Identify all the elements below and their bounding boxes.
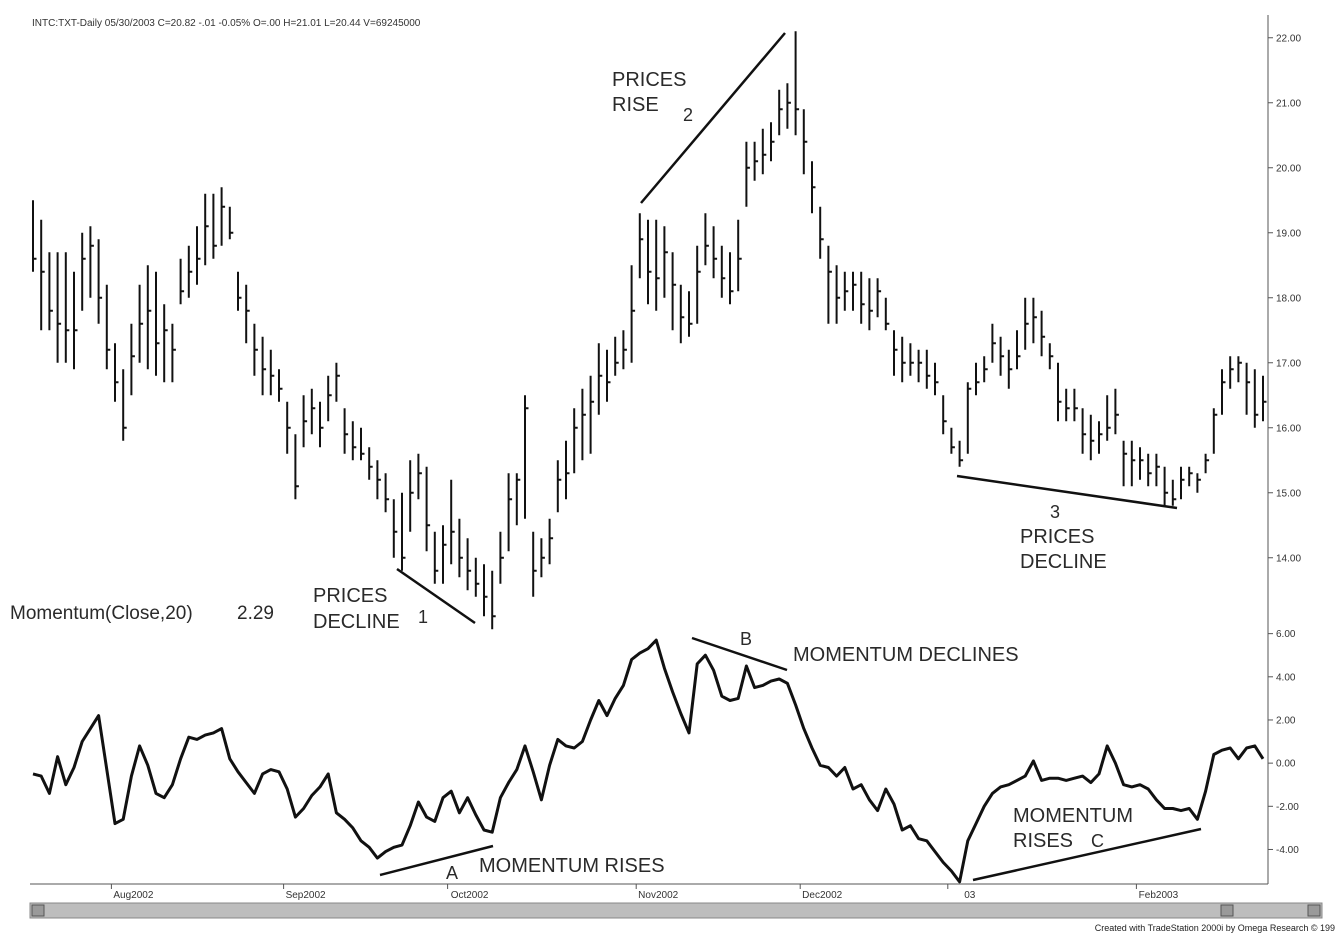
y-tick-label: 20.00 xyxy=(1276,163,1301,174)
y-tick-label: 17.00 xyxy=(1276,358,1301,369)
annotation: 2 xyxy=(683,105,693,125)
chart-title: INTC:TXT-Daily 05/30/2003 C=20.82 -.01 -… xyxy=(32,18,421,29)
annotation: PRICES xyxy=(1020,526,1094,548)
y-tick-label: 4.00 xyxy=(1276,672,1296,683)
annotation: PRICES xyxy=(313,585,387,607)
annotation: C xyxy=(1091,831,1104,851)
trend-line xyxy=(956,474,1178,510)
x-tick-label: Oct2002 xyxy=(451,890,489,901)
trend-line xyxy=(640,32,786,204)
y-tick-label: 21.00 xyxy=(1276,98,1301,109)
trend-line xyxy=(691,636,788,672)
y-tick-label: 16.00 xyxy=(1276,423,1301,434)
x-tick-label: Aug2002 xyxy=(113,890,153,901)
x-tick-label: Nov2002 xyxy=(638,890,678,901)
y-tick-label: -4.00 xyxy=(1276,845,1299,856)
y-tick-label: 6.00 xyxy=(1276,629,1296,640)
scroll-left-button[interactable] xyxy=(31,904,45,917)
y-tick-label: 19.00 xyxy=(1276,228,1301,239)
scroll-right-button[interactable] xyxy=(1307,904,1321,917)
scroll-thumb[interactable] xyxy=(1220,904,1234,917)
y-tick-label: 0.00 xyxy=(1276,759,1296,770)
y-tick-label: 15.00 xyxy=(1276,488,1301,499)
annotation: B xyxy=(740,629,752,649)
annotation: RISES xyxy=(1013,830,1073,852)
x-tick-label: Feb2003 xyxy=(1139,890,1179,901)
x-tick-label: Sep2002 xyxy=(286,890,326,901)
x-tick-label: 03 xyxy=(964,890,976,901)
annotation: PRICES xyxy=(612,69,686,91)
annotation: DECLINE xyxy=(313,611,400,633)
y-tick-label: 18.00 xyxy=(1276,293,1301,304)
momentum-line xyxy=(32,638,1265,884)
annotation: 1 xyxy=(418,607,428,627)
trend-line xyxy=(379,844,494,877)
trend-line xyxy=(396,567,476,625)
annotation: MOMENTUM xyxy=(1013,805,1133,827)
annotation: MOMENTUM DECLINES xyxy=(793,644,1019,666)
footer: Created with TradeStation 2000i by Omega… xyxy=(1095,923,1335,933)
x-tick-label: Dec2002 xyxy=(802,890,842,901)
annotation: MOMENTUM RISES xyxy=(479,855,665,877)
annotation: 3 xyxy=(1050,502,1060,522)
y-tick-label: 14.00 xyxy=(1276,553,1301,564)
indicator-value: 2.29 xyxy=(237,603,274,624)
y-tick-label: 22.00 xyxy=(1276,33,1301,44)
trend-line xyxy=(972,827,1202,882)
annotation: A xyxy=(446,863,458,883)
indicator-title: Momentum(Close,20) xyxy=(10,603,193,624)
scrollbar[interactable] xyxy=(29,902,1323,919)
y-tick-label: 2.00 xyxy=(1276,715,1296,726)
annotation: RISE xyxy=(612,94,659,116)
annotation: DECLINE xyxy=(1020,551,1107,573)
y-tick-label: -2.00 xyxy=(1276,802,1299,813)
